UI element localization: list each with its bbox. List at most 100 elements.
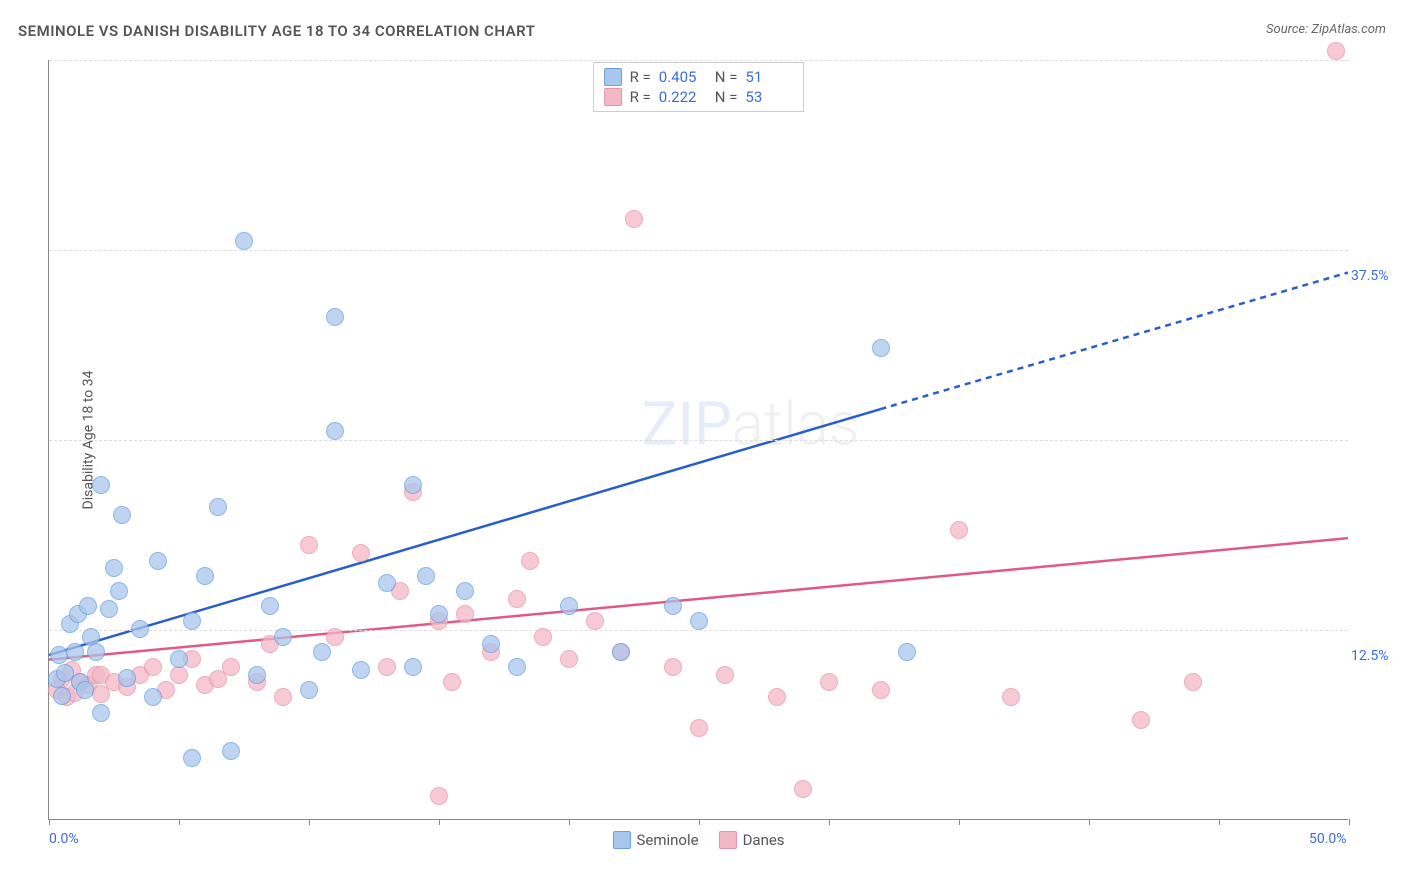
scatter-point xyxy=(560,650,578,668)
scatter-point xyxy=(417,567,435,585)
scatter-point xyxy=(378,574,396,592)
scatter-point xyxy=(300,536,318,554)
scatter-point xyxy=(326,628,344,646)
scatter-point xyxy=(430,605,448,623)
scatter-point xyxy=(326,308,344,326)
swatch-seminole xyxy=(604,68,622,86)
x-tick xyxy=(439,819,440,825)
scatter-point xyxy=(950,521,968,539)
scatter-point xyxy=(1184,673,1202,691)
scatter-point xyxy=(586,612,604,630)
scatter-point xyxy=(100,600,118,618)
scatter-point xyxy=(872,339,890,357)
scatter-point xyxy=(196,567,214,585)
x-tick xyxy=(1089,819,1090,825)
scatter-point xyxy=(664,658,682,676)
scatter-point xyxy=(183,749,201,767)
x-tick xyxy=(1219,819,1220,825)
legend-label-seminole: Seminole xyxy=(636,831,698,849)
scatter-point xyxy=(872,681,890,699)
x-tick xyxy=(959,819,960,825)
watermark-bold: ZIP xyxy=(642,389,732,460)
scatter-point xyxy=(222,658,240,676)
stats-row-seminole: R = 0.405 N = 51 xyxy=(604,67,794,87)
x-tick xyxy=(829,819,830,825)
source-label: Source: ZipAtlas.com xyxy=(1266,22,1386,37)
x-tick xyxy=(699,819,700,825)
scatter-point xyxy=(170,650,188,668)
legend-item-danes: Danes xyxy=(719,831,785,849)
x-tick xyxy=(179,819,180,825)
chart-plot-area: Disability Age 18 to 34 ZIPatlas R = 0.4… xyxy=(48,60,1348,820)
scatter-point xyxy=(430,787,448,805)
x-tick xyxy=(1349,819,1350,825)
scatter-point xyxy=(482,635,500,653)
n-label-1: N = xyxy=(715,88,738,106)
y-tick-label: 37.5% xyxy=(1351,268,1406,284)
scatter-point xyxy=(76,681,94,699)
r-label-0: R = xyxy=(630,68,651,86)
watermark-thin: atlas xyxy=(732,389,860,460)
scatter-point xyxy=(144,688,162,706)
chart-title: SEMINOLE VS DANISH DISABILITY AGE 18 TO … xyxy=(18,22,535,40)
scatter-point xyxy=(378,658,396,676)
scatter-point xyxy=(820,673,838,691)
scatter-point xyxy=(235,232,253,250)
scatter-point xyxy=(612,643,630,661)
scatter-point xyxy=(92,476,110,494)
scatter-point xyxy=(443,673,461,691)
scatter-point xyxy=(352,544,370,562)
stats-row-danes: R = 0.222 N = 53 xyxy=(604,87,794,107)
scatter-point xyxy=(261,597,279,615)
legend-item-seminole: Seminole xyxy=(612,831,698,849)
legend-swatch-danes xyxy=(719,831,737,849)
x-tick xyxy=(569,819,570,825)
scatter-point xyxy=(456,605,474,623)
r-value-1: 0.222 xyxy=(659,88,707,106)
scatter-point xyxy=(794,780,812,798)
scatter-point xyxy=(508,590,526,608)
scatter-point xyxy=(87,643,105,661)
scatter-point xyxy=(508,658,526,676)
r-value-0: 0.405 xyxy=(659,68,707,86)
gridline xyxy=(49,440,1348,441)
legend-label-danes: Danes xyxy=(743,831,785,849)
scatter-point xyxy=(716,666,734,684)
scatter-point xyxy=(222,742,240,760)
scatter-point xyxy=(1002,688,1020,706)
scatter-point xyxy=(118,669,136,687)
r-label-1: R = xyxy=(630,88,651,106)
x-tick xyxy=(309,819,310,825)
series-legend: Seminole Danes xyxy=(612,831,784,849)
stats-legend-box: R = 0.405 N = 51 R = 0.222 N = 53 xyxy=(593,62,805,112)
scatter-point xyxy=(274,688,292,706)
scatter-point xyxy=(404,476,422,494)
scatter-point xyxy=(534,628,552,646)
scatter-point xyxy=(300,681,318,699)
scatter-point xyxy=(456,582,474,600)
swatch-danes xyxy=(604,88,622,106)
x-tick-label: 50.0% xyxy=(1309,831,1347,847)
scatter-point xyxy=(1132,711,1150,729)
scatter-point xyxy=(690,719,708,737)
scatter-point xyxy=(105,559,123,577)
scatter-point xyxy=(113,506,131,524)
scatter-point xyxy=(1327,42,1345,60)
scatter-point xyxy=(664,597,682,615)
scatter-point xyxy=(274,628,292,646)
scatter-point xyxy=(131,620,149,638)
scatter-point xyxy=(209,498,227,516)
scatter-point xyxy=(560,597,578,615)
scatter-point xyxy=(768,688,786,706)
n-value-0: 51 xyxy=(745,68,793,86)
scatter-point xyxy=(53,687,71,705)
scatter-point xyxy=(326,422,344,440)
y-tick-label: 12.5% xyxy=(1351,648,1406,664)
watermark: ZIPatlas xyxy=(642,389,860,460)
scatter-point xyxy=(521,552,539,570)
scatter-point xyxy=(92,704,110,722)
scatter-point xyxy=(144,658,162,676)
scatter-point xyxy=(625,210,643,228)
scatter-point xyxy=(149,552,167,570)
scatter-point xyxy=(352,661,370,679)
